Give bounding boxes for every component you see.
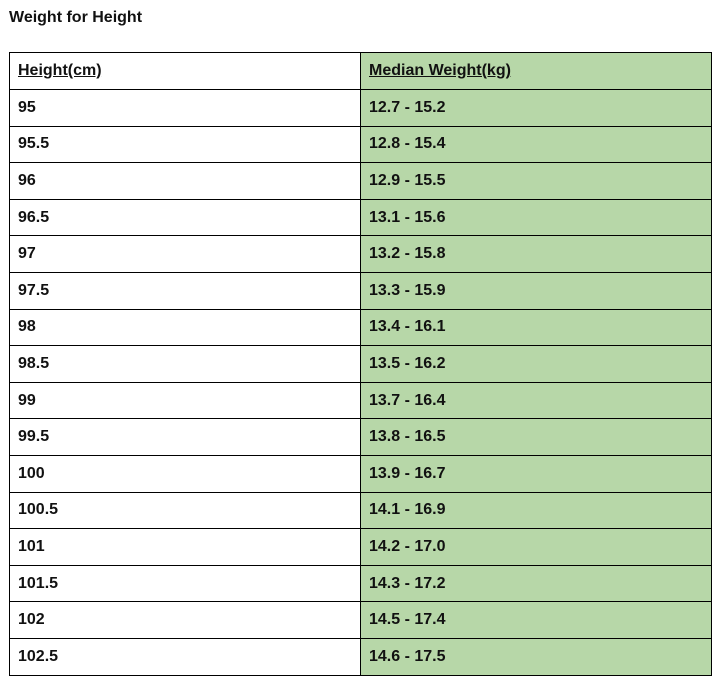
weight-range-cell: 13.2 - 15.8 xyxy=(360,235,712,273)
weight-range-cell: 13.4 - 16.1 xyxy=(360,308,712,347)
weight-range-cell: 13.5 - 16.2 xyxy=(360,345,712,383)
table-body: 95 12.7 - 15.2 95.5 12.8 - 15.4 96 12.9 - 1… xyxy=(9,89,712,676)
weight-range-cell: 12.8 - 15.4 xyxy=(360,125,712,164)
height-cell: 98.5 xyxy=(9,345,361,383)
height-cell: 102 xyxy=(9,601,361,639)
table-row: 101.5 14.3 - 17.2 xyxy=(9,564,712,603)
table-row: 100 13.9 - 16.7 xyxy=(9,454,712,493)
height-cell: 95.5 xyxy=(9,125,361,164)
table-row: 96.5 13.1 - 15.6 xyxy=(9,198,712,237)
weight-range-cell: 12.7 - 15.2 xyxy=(360,89,712,127)
weight-range-cell: 13.7 - 16.4 xyxy=(360,381,712,420)
table-row: 95 12.7 - 15.2 xyxy=(9,89,712,127)
header-height: Height(cm) xyxy=(9,52,361,90)
height-cell: 99 xyxy=(9,381,361,420)
height-cell: 102.5 xyxy=(9,637,361,676)
table-row: 99.5 13.8 - 16.5 xyxy=(9,418,712,456)
weight-range-cell: 13.3 - 15.9 xyxy=(360,271,712,310)
weight-range-cell: 13.9 - 16.7 xyxy=(360,454,712,493)
table-row: 98 13.4 - 16.1 xyxy=(9,308,712,347)
weight-range-cell: 14.2 - 17.0 xyxy=(360,528,712,566)
height-cell: 96 xyxy=(9,162,361,200)
weight-for-height-table: Height(cm) Median Weight(kg) 95 12.7 - 15… xyxy=(9,52,712,676)
height-cell: 97.5 xyxy=(9,271,361,310)
height-cell: 100 xyxy=(9,454,361,493)
page-title: Weight for Height xyxy=(9,9,143,26)
table-row: 95.5 12.8 - 15.4 xyxy=(9,125,712,164)
height-cell: 97 xyxy=(9,235,361,273)
table-row: 97.5 13.3 - 15.9 xyxy=(9,271,712,310)
height-cell: 99.5 xyxy=(9,418,361,456)
weight-range-cell: 14.1 - 16.9 xyxy=(360,491,712,530)
weight-range-cell: 13.1 - 15.6 xyxy=(360,198,712,237)
height-cell: 98 xyxy=(9,308,361,347)
table-row: 102.5 14.6 - 17.5 xyxy=(9,637,712,676)
height-cell: 101.5 xyxy=(9,564,361,603)
table-row: 101 14.2 - 17.0 xyxy=(9,528,712,566)
table-row: 99 13.7 - 16.4 xyxy=(9,381,712,420)
table-row: 100.5 14.1 - 16.9 xyxy=(9,491,712,530)
height-cell: 95 xyxy=(9,89,361,127)
weight-range-cell: 14.6 - 17.5 xyxy=(360,637,712,676)
weight-range-cell: 14.3 - 17.2 xyxy=(360,564,712,603)
weight-range-cell: 14.5 - 17.4 xyxy=(360,601,712,639)
weight-range-cell: 12.9 - 15.5 xyxy=(360,162,712,200)
table-row: 97 13.2 - 15.8 xyxy=(9,235,712,273)
height-cell: 96.5 xyxy=(9,198,361,237)
table-header-row: Height(cm) Median Weight(kg) xyxy=(9,52,712,90)
table-row: 96 12.9 - 15.5 xyxy=(9,162,712,200)
weight-range-cell: 13.8 - 16.5 xyxy=(360,418,712,456)
height-cell: 101 xyxy=(9,528,361,566)
height-cell: 100.5 xyxy=(9,491,361,530)
table-row: 98.5 13.5 - 16.2 xyxy=(9,345,712,383)
table-row: 102 14.5 - 17.4 xyxy=(9,601,712,639)
header-median-weight: Median Weight(kg) xyxy=(360,52,712,90)
